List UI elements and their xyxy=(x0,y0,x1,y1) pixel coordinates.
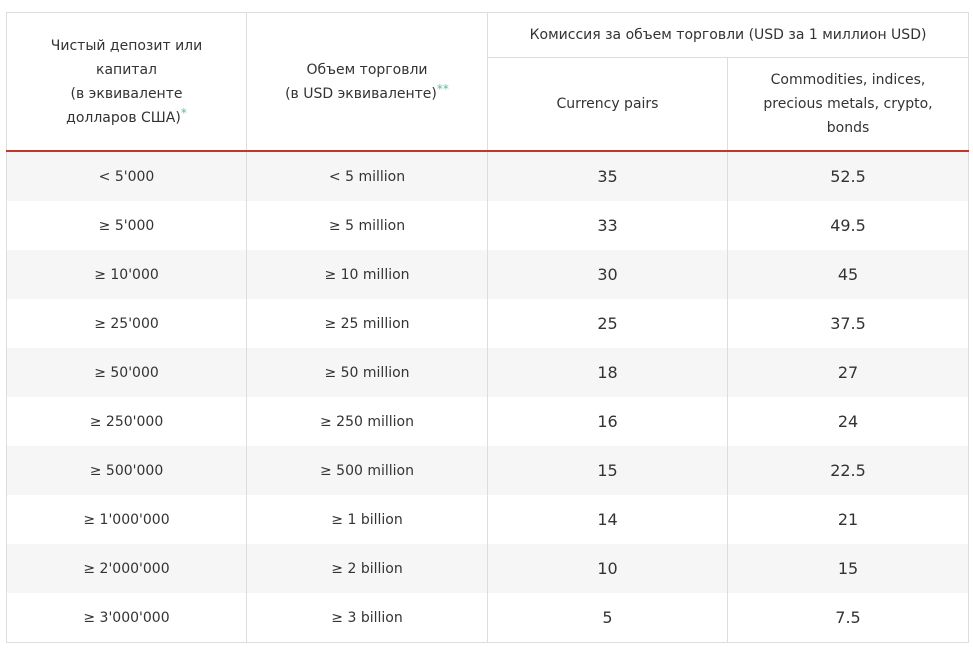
table-row: < 5'000 < 5 million 35 52.5 xyxy=(6,151,970,201)
cell-commodities: 22.5 xyxy=(726,446,970,495)
header-trading-volume-line: Объем торговли xyxy=(306,61,428,78)
header-currency-pairs-line: Currency pairs xyxy=(556,96,659,112)
header-net-deposit-line: капитал xyxy=(96,61,157,78)
cell-deposit: ≥ 250'000 xyxy=(6,397,247,446)
commission-table: Чистый депозит или капитал (в эквивалент… xyxy=(6,12,970,643)
cell-commodities: 15 xyxy=(726,544,970,593)
cell-deposit: ≥ 3'000'000 xyxy=(6,593,247,643)
cell-commodities: 49.5 xyxy=(726,201,970,250)
cell-currency-pairs: 18 xyxy=(487,348,728,397)
header-trading-volume: Объем торговли (в USD эквиваленте)** xyxy=(246,12,488,152)
cell-volume: ≥ 25 million xyxy=(246,299,488,348)
table-row: ≥ 50'000 ≥ 50 million 18 27 xyxy=(6,348,970,397)
header-currency-pairs: Currency pairs xyxy=(487,57,728,152)
cell-deposit: < 5'000 xyxy=(6,151,247,201)
table-row: ≥ 1'000'000 ≥ 1 billion 14 21 xyxy=(6,495,970,544)
table-header: Чистый депозит или капитал (в эквивалент… xyxy=(6,12,970,152)
cell-volume: ≥ 2 billion xyxy=(246,544,488,593)
cell-volume: ≥ 5 million xyxy=(246,201,488,250)
cell-currency-pairs: 14 xyxy=(487,495,728,544)
cell-commodities: 37.5 xyxy=(726,299,970,348)
cell-deposit: ≥ 50'000 xyxy=(6,348,247,397)
footnote-mark-single[interactable]: * xyxy=(180,105,187,120)
cell-volume: ≥ 10 million xyxy=(246,250,488,299)
header-net-deposit-line: долларов США) xyxy=(66,109,181,126)
cell-volume: ≥ 500 million xyxy=(246,446,488,495)
cell-deposit: ≥ 2'000'000 xyxy=(6,544,247,593)
cell-currency-pairs: 33 xyxy=(487,201,728,250)
cell-currency-pairs: 10 xyxy=(487,544,728,593)
cell-commodities: 7.5 xyxy=(726,593,970,643)
cell-commodities: 24 xyxy=(726,397,970,446)
table-row: ≥ 500'000 ≥ 500 million 15 22.5 xyxy=(6,446,970,495)
cell-currency-pairs: 5 xyxy=(487,593,728,643)
cell-deposit: ≥ 25'000 xyxy=(6,299,247,348)
cell-deposit: ≥ 1'000'000 xyxy=(6,495,247,544)
header-net-deposit-line: (в эквиваленте xyxy=(70,85,183,102)
cell-currency-pairs: 25 xyxy=(487,299,728,348)
cell-currency-pairs: 16 xyxy=(487,397,728,446)
header-commodities-line: Commodities, indices, xyxy=(770,72,926,88)
cell-commodities: 27 xyxy=(726,348,970,397)
table-row: ≥ 25'000 ≥ 25 million 25 37.5 xyxy=(6,299,970,348)
cell-deposit: ≥ 500'000 xyxy=(6,446,247,495)
table-row: ≥ 10'000 ≥ 10 million 30 45 xyxy=(6,250,970,299)
cell-volume: ≥ 50 million xyxy=(246,348,488,397)
cell-commodities: 45 xyxy=(726,250,970,299)
cell-volume: ≥ 1 billion xyxy=(246,495,488,544)
header-commodities-line: precious metals, crypto, xyxy=(763,96,933,112)
table-body: < 5'000 < 5 million 35 52.5 ≥ 5'000 ≥ 5 … xyxy=(6,151,970,643)
cell-currency-pairs: 15 xyxy=(487,446,728,495)
table-row: ≥ 3'000'000 ≥ 3 billion 5 7.5 xyxy=(6,593,970,643)
header-net-deposit-line-last: долларов США)* xyxy=(15,106,238,130)
header-trading-volume-line: (в USD эквиваленте) xyxy=(285,85,437,102)
cell-currency-pairs: 35 xyxy=(487,151,728,201)
cell-commodities: 21 xyxy=(726,495,970,544)
cell-volume: ≥ 250 million xyxy=(246,397,488,446)
header-commodities-line: bonds xyxy=(826,120,870,136)
cell-volume: < 5 million xyxy=(246,151,488,201)
cell-volume: ≥ 3 billion xyxy=(246,593,488,643)
footnote-mark-double[interactable]: ** xyxy=(436,81,449,96)
table-row: ≥ 2'000'000 ≥ 2 billion 10 15 xyxy=(6,544,970,593)
table-row: ≥ 5'000 ≥ 5 million 33 49.5 xyxy=(6,201,970,250)
cell-deposit: ≥ 5'000 xyxy=(6,201,247,250)
cell-currency-pairs: 30 xyxy=(487,250,728,299)
header-trading-volume-line-last: (в USD эквиваленте)** xyxy=(255,82,479,106)
table-row: ≥ 250'000 ≥ 250 million 16 24 xyxy=(6,397,970,446)
header-commodities: Commodities, indices, precious metals, c… xyxy=(726,57,970,152)
cell-deposit: ≥ 10'000 xyxy=(6,250,247,299)
header-net-deposit: Чистый депозит или капитал (в эквивалент… xyxy=(6,12,247,152)
cell-commodities: 52.5 xyxy=(726,151,970,201)
header-net-deposit-line: Чистый депозит или xyxy=(50,37,203,54)
header-commission-group: Комиссия за объем торговли (USD за 1 мил… xyxy=(486,12,970,58)
